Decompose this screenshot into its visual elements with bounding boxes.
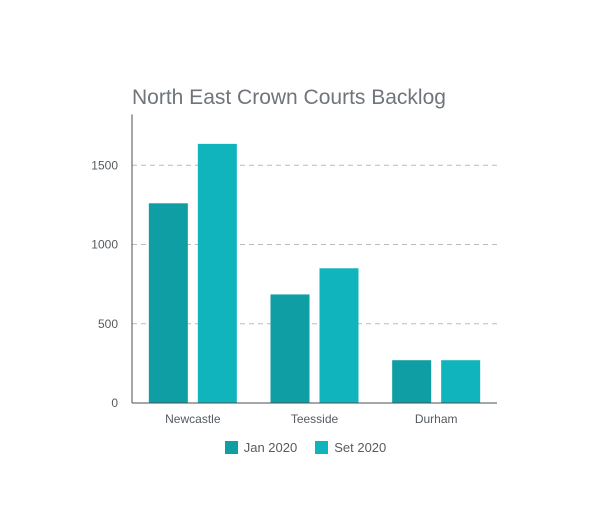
legend-label-set-2020: Set 2020: [334, 440, 387, 455]
bar-newcastle-jan-2020: [148, 203, 188, 403]
legend-label-jan-2020: Jan 2020: [243, 440, 298, 455]
x-tick-label-newcastle: Newcastle: [165, 412, 221, 426]
bar-teesside-set-2020: [319, 268, 359, 403]
x-tick-label-durham: Durham: [415, 412, 458, 426]
legend-item-jan-2020: Jan 2020: [224, 440, 298, 455]
bar-teesside-jan-2020: [270, 294, 310, 403]
legend-item-set-2020: Set 2020: [315, 440, 386, 455]
y-tick-label-0: 0: [111, 396, 118, 410]
x-tick-label-teesside: Teesside: [291, 412, 339, 426]
bar-durham-set-2020: [441, 360, 481, 403]
y-tick-label-1000: 1000: [91, 238, 118, 252]
bar-newcastle-set-2020: [197, 143, 237, 404]
chart-title: North East Crown Courts Backlog: [132, 86, 446, 109]
y-tick-label-1500: 1500: [91, 158, 118, 172]
y-tick-label-500: 500: [98, 317, 118, 331]
legend-swatch-set-2020: [315, 441, 329, 454]
legend-swatch-jan-2020: [224, 441, 238, 454]
bar-durham-jan-2020: [392, 360, 432, 403]
legend: Jan 2020 Set 2020: [0, 440, 611, 455]
